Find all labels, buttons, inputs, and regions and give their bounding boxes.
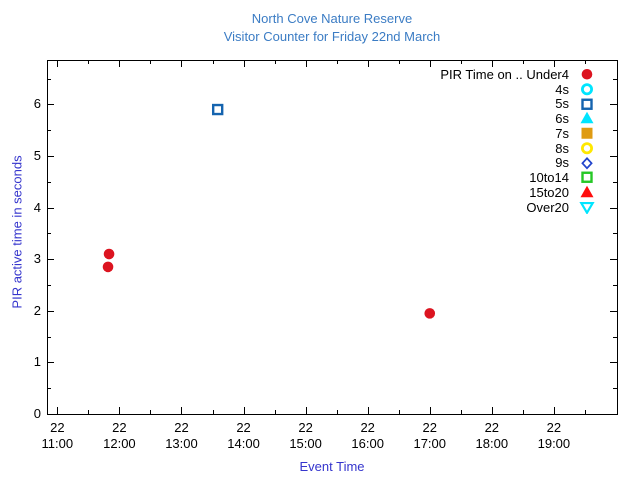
circle-filled-marker [424, 308, 436, 319]
legend-label: 4s [555, 81, 569, 97]
diamond-open-icon [581, 156, 593, 170]
circle-open-icon [581, 83, 593, 96]
legend-item: 15to20 [440, 185, 596, 200]
triangle-up-filled-marker [580, 185, 594, 198]
square-open-marker [581, 171, 593, 184]
legend: PIR Time on .. Under4 4s 5s 6s 7s 8s 9s 10to14 1… [440, 67, 596, 215]
legend-item: 8s [440, 141, 596, 156]
triangle-down-open-icon [579, 201, 595, 215]
square-open-icon [581, 98, 593, 110]
y-tick-label: 3 [33, 251, 41, 267]
legend-label: Over20 [526, 199, 569, 215]
legend-label: 10to14 [529, 170, 569, 186]
chart-title: North Cove Nature Reserve [251, 11, 413, 26]
x-tick-label: 22 19:00 [537, 420, 571, 451]
triangle-up-filled-marker [580, 112, 594, 124]
circle-filled-marker [103, 248, 115, 260]
circle-filled-marker [581, 69, 593, 80]
legend-label: PIR Time on .. Under4 [440, 66, 569, 82]
plot-border [47, 60, 618, 415]
legend-label: 7s [555, 125, 569, 141]
circle-filled-marker [102, 261, 114, 273]
legend-label: 15to20 [529, 184, 569, 200]
x-tick-label: 22 14:00 [227, 420, 260, 451]
x-tick-label: 22 12:00 [103, 420, 136, 451]
circle-filled-icon [581, 69, 593, 80]
legend-item: 4s [440, 82, 596, 97]
legend-label: 8s [555, 140, 569, 156]
y-tick-label: 5 [33, 147, 41, 163]
legend-item: 9s [440, 155, 596, 171]
square-open-marker [211, 103, 224, 116]
legend-item: PIR Time on .. Under4 [440, 67, 596, 82]
y-tick-label: 2 [33, 302, 41, 318]
circle-open-marker [581, 83, 593, 96]
y-tick-label: 0 [33, 406, 41, 421]
x-tick-label: 22 15:00 [289, 420, 322, 451]
legend-label: 6s [555, 111, 569, 127]
x-axis-label: Event Time [299, 459, 365, 474]
circle-open-icon [581, 142, 593, 155]
legend-item: 10to14 [440, 170, 596, 185]
legend-item: 7s [440, 126, 596, 141]
triangle-up-filled-icon [580, 185, 594, 198]
x-tick-label: 22 13:00 [165, 420, 198, 451]
diamond-open-marker [581, 156, 593, 170]
square-open-icon [581, 171, 593, 184]
x-tick-label: 22 16:00 [351, 420, 384, 451]
legend-label: 5s [555, 96, 569, 112]
square-filled-icon [581, 127, 593, 139]
data-point [103, 248, 115, 260]
legend-label: 9s [555, 155, 569, 171]
data-point [102, 261, 114, 273]
y-tick-label: 1 [33, 354, 41, 370]
legend-item: 5s [440, 96, 596, 112]
data-point [211, 103, 224, 116]
triangle-up-filled-icon [580, 112, 594, 124]
triangle-down-open-marker [579, 201, 595, 215]
circle-open-marker [581, 142, 593, 155]
legend-item: 6s [440, 111, 596, 126]
chart-subtitle: Visitor Counter for Friday 22nd March [223, 29, 441, 44]
y-tick-label: 6 [33, 96, 41, 112]
square-filled-marker [581, 127, 593, 139]
legend-item: Over20 [440, 200, 596, 215]
data-point [424, 308, 436, 319]
x-tick-label: 22 11:00 [41, 420, 74, 451]
x-tick-label: 22 18:00 [475, 420, 509, 451]
square-open-marker [581, 98, 593, 110]
y-tick-label: 4 [33, 199, 41, 215]
x-tick-label: 22 17:00 [413, 420, 447, 451]
